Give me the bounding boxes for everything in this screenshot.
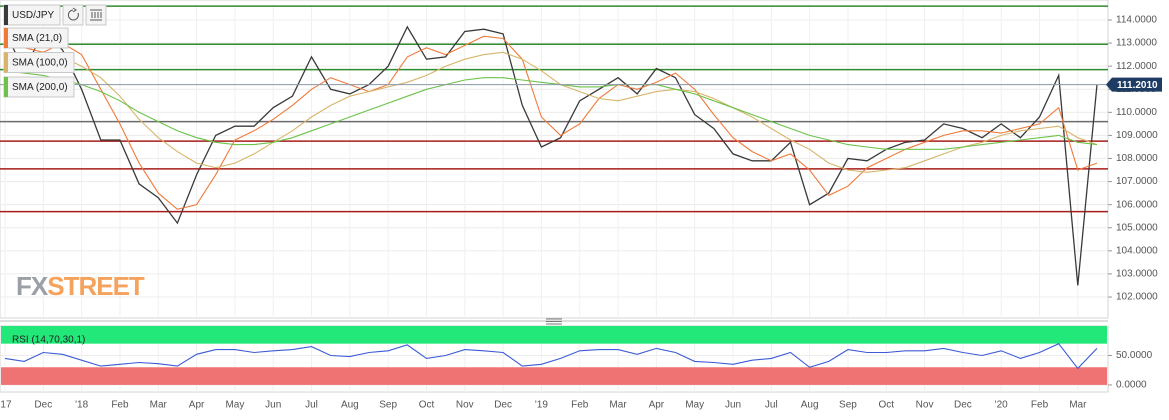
legend-text: USD/JPY — [12, 10, 55, 21]
last-price-arrow — [1106, 77, 1112, 92]
y-tick-label: 102.0000 — [1116, 292, 1158, 303]
marks — [0, 5, 1108, 370]
x-tick-label: Apr — [189, 400, 205, 411]
x-tick-label: Feb — [1031, 400, 1049, 411]
y-tick-label: 0.0000 — [1116, 380, 1147, 391]
x-tick-label: Oct — [878, 400, 894, 411]
x-tick-label: Jul — [765, 400, 778, 411]
x-tick-label: Aug — [801, 400, 819, 411]
watermark: FXSTREET — [16, 271, 145, 301]
refresh-button[interactable] — [62, 4, 84, 26]
x-tick-label: Oct — [419, 400, 435, 411]
watermark-street: STREET — [47, 271, 145, 301]
grid — [0, 5, 1112, 392]
x-tick-label: Mar — [150, 400, 168, 411]
ui: 102.0000 103.0000 104.0000 105.0000 106.0000… — [0, 4, 1162, 411]
legend-text: RSI (14,70,30,1) — [12, 335, 85, 346]
x-tick-label: Sep — [839, 400, 857, 411]
x-tick-label: '17 — [0, 400, 12, 411]
menu-icon — [90, 9, 102, 21]
y-tick-label: 113.0000 — [1116, 38, 1157, 49]
rsi-band — [1, 367, 1107, 385]
y-tick-label: 112.0000 — [1116, 61, 1157, 72]
y-tick-label: 106.0000 — [1116, 199, 1158, 210]
divider-handle[interactable] — [546, 318, 562, 325]
watermark-fx: FX — [16, 271, 49, 301]
x-tick-label: Mar — [1069, 400, 1087, 411]
legend-text: SMA (100,0) — [12, 58, 68, 69]
rsi-band — [1, 326, 1107, 344]
x-tick-label: Nov — [456, 400, 474, 411]
y-tick-label: 105.0000 — [1116, 222, 1158, 233]
refresh-icon — [67, 7, 79, 21]
y-tick-label: 114.0000 — [1116, 15, 1157, 26]
x-tick-label: Nov — [916, 400, 934, 411]
symbol-stripe — [4, 5, 8, 25]
last-price-label: 111.2010 — [1117, 80, 1158, 91]
series-line — [4, 51, 1098, 173]
x-tick-label: May — [225, 400, 244, 411]
x-tick-label: Sep — [379, 400, 397, 411]
x-tick-label: Feb — [111, 400, 129, 411]
y-tick-label: 110.0000 — [1116, 107, 1157, 118]
x-tick-label: '19 — [535, 400, 548, 411]
series-line — [4, 35, 1098, 210]
legend-swatch — [4, 77, 8, 97]
x-tick-label: Dec — [954, 400, 972, 411]
legend-swatch — [4, 52, 8, 73]
y-tick-label: 108.0000 — [1116, 153, 1158, 164]
bands — [1, 326, 1107, 385]
legend-text: SMA (200,0) — [12, 82, 68, 93]
x-tick-label: '18 — [75, 400, 88, 411]
x-tick-label: May — [685, 400, 704, 411]
main-panel — [0, 0, 1109, 319]
y-tick-label: 107.0000 — [1116, 176, 1158, 187]
y-tick-label: 109.0000 — [1116, 130, 1158, 141]
x-tick-label: '20 — [995, 400, 1008, 411]
y-tick-label: 50.0000 — [1116, 350, 1153, 361]
price-line — [4, 25, 1098, 286]
legend-text: SMA (21,0) — [12, 33, 62, 44]
menu-button[interactable] — [85, 4, 107, 26]
y-tick-label: 103.0000 — [1116, 269, 1158, 280]
y-tick-label: 104.0000 — [1116, 245, 1158, 256]
x-tick-label: Dec — [494, 400, 512, 411]
legend-swatch — [4, 28, 8, 48]
x-tick-label: Mar — [609, 400, 627, 411]
series-line — [4, 343, 1098, 370]
x-tick-label: Jun — [725, 400, 741, 411]
x-tick-label: Jun — [265, 400, 281, 411]
series-line — [4, 70, 1098, 150]
x-tick-label: Apr — [649, 400, 665, 411]
x-tick-label: Aug — [341, 400, 359, 411]
last-price-box — [1112, 77, 1162, 92]
x-tick-label: Dec — [34, 400, 52, 411]
x-tick-label: Jul — [305, 400, 318, 411]
x-tick-label: Feb — [571, 400, 589, 411]
